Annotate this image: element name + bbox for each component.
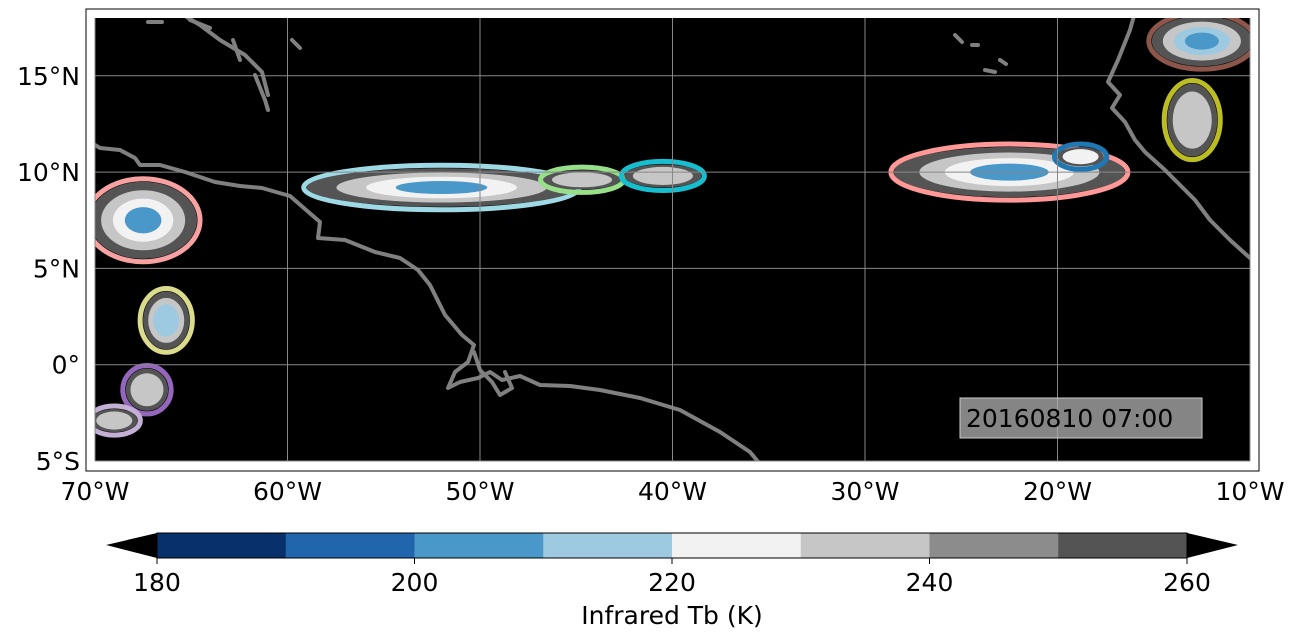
colorbar-segment [157, 533, 287, 558]
coastlines [95, 18, 1250, 461]
cloud-outline [137, 286, 195, 355]
cloud-contour-fill [124, 207, 162, 234]
cloud-system-south-yellow [137, 286, 195, 355]
y-tick-label: 10°N [17, 158, 80, 187]
cloud-outline [618, 158, 707, 193]
cape-verde-islands [953, 33, 1008, 74]
colorbar-tick-label: 180 [133, 568, 181, 597]
caribbean-coast [184, 18, 270, 97]
cloud-contour-fill [551, 172, 613, 188]
colorbar-extend-under [106, 533, 157, 558]
colorbar-segment [800, 533, 930, 558]
x-tick-label: 20°W [1023, 477, 1092, 506]
timestamp-label: 20160810 07:00 [966, 404, 1173, 433]
colorbar-ticks: 180 200 220 240 260 [133, 558, 1211, 597]
cloud-system-south-lilac [95, 403, 143, 438]
y-tick-labels: 15°N 10°N 5°N 0° 5°S [17, 62, 80, 476]
cloud-contour-fill [130, 373, 164, 407]
colorbar-segment [285, 533, 415, 558]
africa-coastline [1106, 18, 1250, 261]
colorbar: 180 200 220 240 260 Infrared Tb (K) [106, 532, 1238, 630]
colorbar-tick-label: 200 [391, 568, 439, 597]
caribbean-islands [146, 18, 302, 112]
colorbar-segment [414, 533, 544, 558]
x-tick-labels: 70°W 60°W 50°W 40°W 30°W 20°W 10°W [60, 477, 1284, 506]
colorbar-tick-label: 260 [1163, 568, 1211, 597]
gridlines [94, 18, 1251, 462]
x-tick-label: 30°W [830, 477, 899, 506]
timestamp-background [959, 397, 1203, 439]
cloud-outline [95, 176, 203, 265]
cloud-contour-fill [1184, 32, 1219, 50]
x-tick-label: 40°W [638, 477, 707, 506]
cloud-contour-fill [153, 304, 180, 337]
colorbar-tick-label: 220 [648, 568, 696, 597]
colorbar-extend-over [1187, 533, 1238, 558]
cloud-contour-fill [1172, 91, 1212, 149]
cloud-contour-fill [1062, 149, 1099, 165]
cloud-outline [1052, 141, 1110, 172]
y-tick-label: 5°N [33, 254, 80, 283]
y-tick-label: 0° [52, 351, 80, 380]
cloud-contour-fill [96, 411, 133, 430]
timestamp-box: 20160810 07:00 [959, 397, 1203, 439]
x-tick-label: 70°W [60, 477, 129, 506]
x-tick-label: 50°W [445, 477, 514, 506]
colorbar-label: Infrared Tb (K) [581, 601, 763, 630]
cloud-outline [120, 363, 174, 417]
y-tick-label: 5°S [36, 447, 80, 476]
cloud-system-africa-north [1146, 18, 1250, 72]
cloud-system-large-west-system [95, 176, 203, 265]
cloud-system-mid-cluster-a [538, 164, 627, 195]
cloud-system-south-purple [120, 363, 174, 417]
cloud-outline [95, 403, 143, 438]
colorbar-segments [157, 533, 1188, 558]
cloud-system-mid-cluster-b [618, 158, 707, 193]
colorbar-segment [543, 533, 673, 558]
x-tick-label: 60°W [253, 477, 322, 506]
colorbar-segment [1058, 533, 1188, 558]
colorbar-tick-label: 240 [906, 568, 954, 597]
colorbar-segment [929, 533, 1059, 558]
cloud-outline [1161, 77, 1223, 163]
cloud-system-africa-olive [1161, 77, 1223, 163]
cloud-contour-fill [632, 166, 693, 185]
y-tick-label: 15°N [17, 62, 80, 91]
colorbar-segment [672, 533, 802, 558]
cloud-system-east-cluster-blue [1052, 141, 1110, 172]
amazon-delta-coast [472, 350, 514, 397]
x-tick-label: 10°W [1215, 477, 1284, 506]
cloud-outline [1146, 18, 1250, 72]
cloud-contour-fill [395, 180, 488, 195]
